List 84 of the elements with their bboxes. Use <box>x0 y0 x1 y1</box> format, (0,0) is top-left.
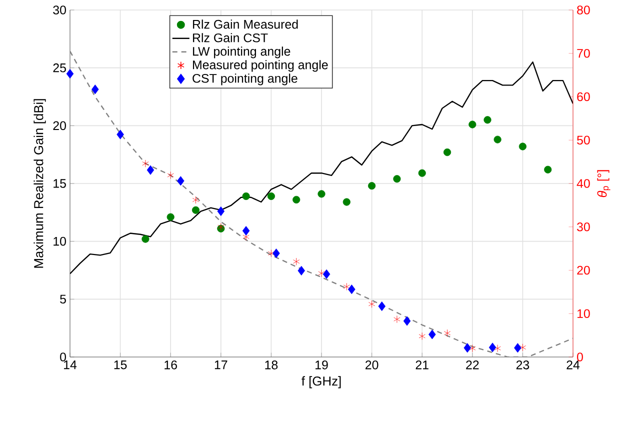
point <box>318 190 326 198</box>
point <box>177 176 184 186</box>
x-tick-label: 23 <box>516 360 530 370</box>
x-tick-label: 17 <box>214 360 228 370</box>
point <box>267 192 275 200</box>
point <box>418 169 426 177</box>
y-tick-label: 25 <box>53 63 66 72</box>
y-tick-label: 0 <box>60 352 66 362</box>
point <box>368 300 376 308</box>
y2-tick-label: 70 <box>577 48 590 58</box>
point <box>488 342 496 352</box>
point <box>292 196 300 204</box>
y2-axis-title: θ$_{p}$ [°] <box>597 170 610 198</box>
point <box>342 198 350 206</box>
legend-label: CST pointing angle <box>192 74 298 86</box>
point <box>167 171 174 180</box>
legend-label: Measured pointing angle <box>193 60 328 72</box>
point <box>484 116 492 124</box>
y2-tick-label: 50 <box>577 136 590 145</box>
legend-label: Rlz Gain Measured <box>193 20 298 29</box>
point <box>142 160 149 168</box>
x-tick-label: 15 <box>114 360 127 370</box>
point <box>514 343 522 353</box>
x-tick-label: 21 <box>416 360 428 370</box>
point <box>343 282 350 291</box>
y2-tick-label: 40 <box>576 179 590 188</box>
point <box>142 235 150 243</box>
point <box>146 165 154 175</box>
x-tick-label: 16 <box>164 360 177 370</box>
point <box>242 192 250 200</box>
legend-label: Rlz Gain CST <box>193 33 268 42</box>
y2-tick-label: 30 <box>576 222 590 232</box>
point <box>293 258 300 266</box>
point <box>544 166 552 174</box>
point <box>403 316 411 326</box>
line-series <box>70 61 574 274</box>
x-tick-label: 24 <box>566 360 580 370</box>
point <box>92 84 99 94</box>
point <box>268 250 275 258</box>
point <box>166 213 174 221</box>
point <box>428 330 436 340</box>
point <box>322 269 330 279</box>
point <box>318 270 325 278</box>
point <box>242 226 250 236</box>
point <box>393 175 401 183</box>
point <box>298 266 306 276</box>
y2-tick-label: 0 <box>577 352 583 362</box>
x-tick-label: 14 <box>64 360 77 370</box>
x-tick-label: 20 <box>366 360 378 370</box>
y2-tick-label: 20 <box>577 266 590 275</box>
y-tick-label: 15 <box>54 179 66 188</box>
point <box>464 343 472 353</box>
point <box>494 136 502 144</box>
point <box>192 196 200 204</box>
x-axis-title: f [GHz] <box>302 376 341 388</box>
point <box>348 284 356 294</box>
point <box>116 130 124 140</box>
point <box>519 344 526 352</box>
y2-tick-label: 60 <box>577 92 590 102</box>
point <box>468 120 476 128</box>
point <box>443 148 452 156</box>
y-tick-label: 5 <box>60 294 66 304</box>
legend-label: LW pointing angle <box>193 46 290 58</box>
point <box>368 182 376 190</box>
y-axis-title: Maximum Realized Gain [dBi] <box>34 99 46 268</box>
x-tick-label: 22 <box>466 360 479 370</box>
point <box>494 344 501 352</box>
point <box>394 315 400 324</box>
point <box>469 344 476 352</box>
point <box>378 301 386 312</box>
point <box>518 142 526 150</box>
y-tick-label: 10 <box>54 236 66 246</box>
point <box>272 248 280 258</box>
y2-tick-label: 80 <box>577 6 590 14</box>
y-tick-label: 30 <box>53 6 66 14</box>
x-tick-label: 19 <box>316 360 328 370</box>
point <box>192 206 200 214</box>
point <box>66 68 74 79</box>
y2-tick-label: 10 <box>577 309 590 318</box>
point <box>444 329 451 337</box>
point <box>217 206 225 216</box>
point <box>418 332 426 340</box>
y-tick-label: 20 <box>53 121 66 130</box>
x-tick-label: 18 <box>265 360 278 370</box>
